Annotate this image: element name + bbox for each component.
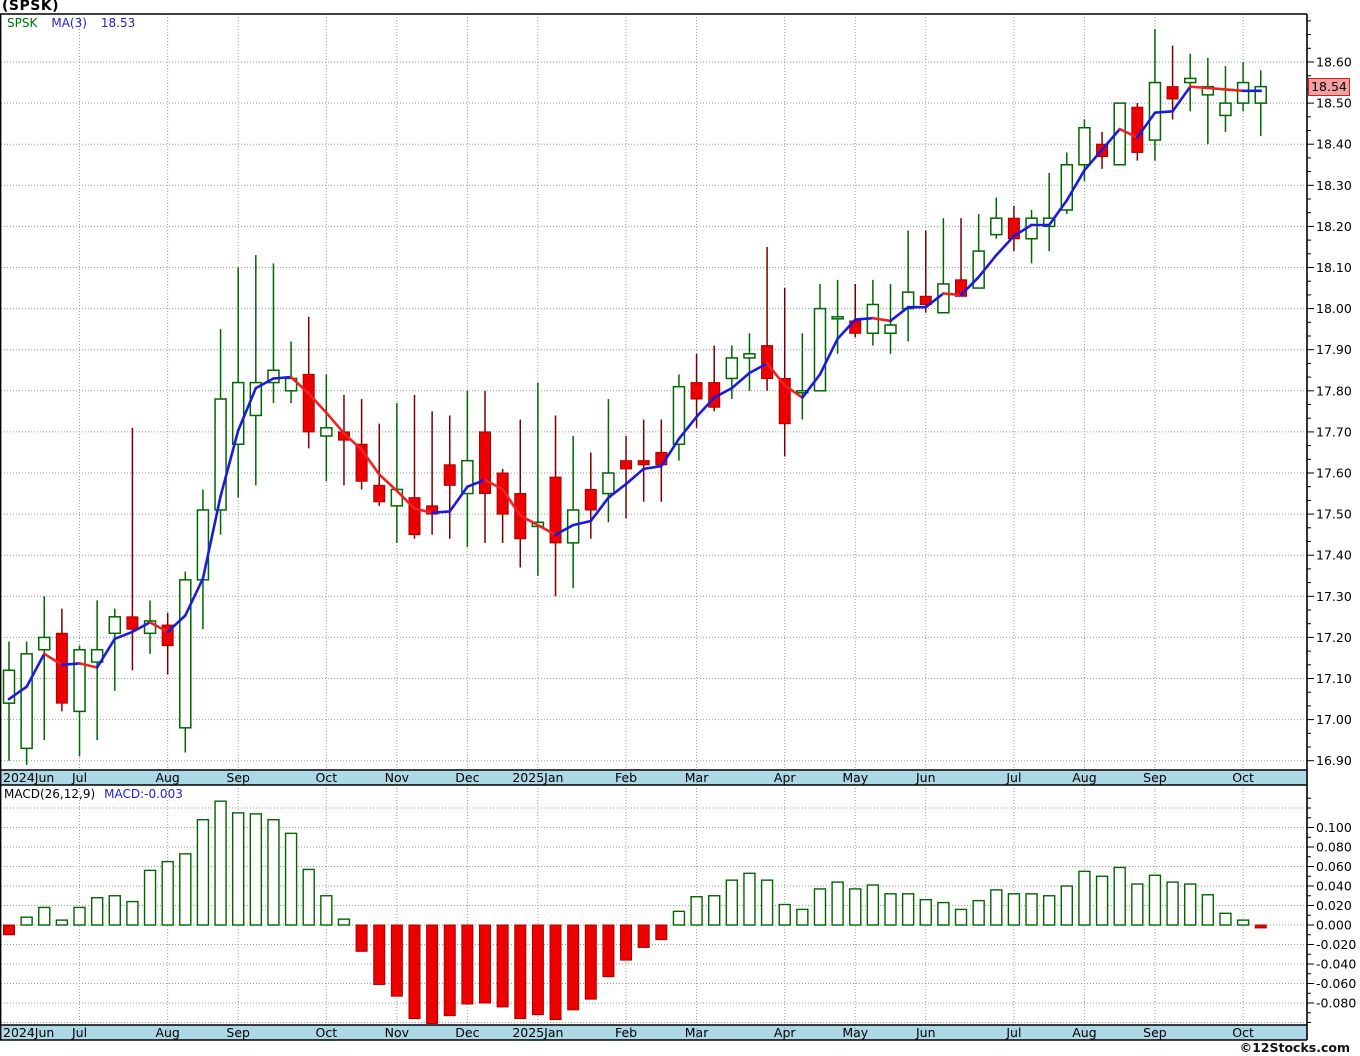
month-axis-labels: 2024Jun 2024Jun Jul Jul Aug Aug Sep Sep Oct Oct No… <box>3 770 1254 1040</box>
svg-text:Feb: Feb <box>615 770 637 785</box>
svg-text:Jul: Jul <box>71 1025 87 1040</box>
svg-text:Jun: Jun <box>915 1025 936 1040</box>
svg-text:0.020: 0.020 <box>1316 898 1352 913</box>
svg-text:18.50: 18.50 <box>1316 96 1352 111</box>
macd-histogram <box>3 800 1267 1024</box>
svg-text:0.000: 0.000 <box>1316 918 1352 933</box>
svg-text:Oct: Oct <box>1232 1025 1254 1040</box>
svg-text:0.060: 0.060 <box>1316 859 1352 874</box>
svg-text:Oct: Oct <box>316 1025 338 1040</box>
svg-text:17.70: 17.70 <box>1316 424 1352 439</box>
svg-text:Oct: Oct <box>316 770 338 785</box>
svg-text:2024Jun: 2024Jun <box>3 770 54 785</box>
watermark: ©12Stocks.com <box>1239 1040 1350 1055</box>
svg-text:2024Jun: 2024Jun <box>3 1025 54 1040</box>
svg-text:Jul: Jul <box>1005 1025 1021 1040</box>
svg-text:17.60: 17.60 <box>1316 466 1352 481</box>
svg-text:Aug: Aug <box>155 770 179 785</box>
svg-text:Mar: Mar <box>685 1025 709 1040</box>
macd-axis: 0.100 0.080 0.060 0.040 0.020 0.000 -0.020 -0.0… <box>1307 797 1356 1023</box>
svg-text:May: May <box>842 1025 868 1040</box>
svg-text:Jul: Jul <box>71 770 87 785</box>
svg-text:18.40: 18.40 <box>1316 137 1352 152</box>
svg-text:Dec: Dec <box>455 770 479 785</box>
svg-text:17.50: 17.50 <box>1316 507 1352 522</box>
svg-text:17.40: 17.40 <box>1316 548 1352 563</box>
svg-text:Aug: Aug <box>1072 1025 1096 1040</box>
svg-text:Sep: Sep <box>226 1025 250 1040</box>
svg-text:Jul: Jul <box>1005 770 1021 785</box>
svg-text:Sep: Sep <box>1143 1025 1167 1040</box>
macd-value-label: MACD:-0.003 <box>104 787 183 801</box>
svg-text:18.20: 18.20 <box>1316 219 1352 234</box>
svg-text:Apr: Apr <box>774 770 796 785</box>
svg-text:Sep: Sep <box>226 770 250 785</box>
svg-text:Oct: Oct <box>1232 770 1254 785</box>
macd-params-label: MACD(26,12,9) <box>4 787 96 801</box>
svg-text:Dec: Dec <box>455 1025 479 1040</box>
price-axis: 18.60 18.50 18.40 18.30 18.20 18.10 18.00 17.90… <box>1307 20 1352 768</box>
legend-symbol: SPSK <box>7 16 38 30</box>
price-chart-legend: SPSK MA(3) 18.53 <box>7 16 135 30</box>
candles-layer <box>2 29 1267 765</box>
svg-text:2025Jan: 2025Jan <box>512 1025 563 1040</box>
pane-frame <box>0 13 1308 1041</box>
macd-legend: MACD(26,12,9) MACD:-0.003 <box>4 787 183 801</box>
svg-text:Apr: Apr <box>774 1025 796 1040</box>
svg-text:0.100: 0.100 <box>1316 820 1352 835</box>
last-price-flag: 18.54 <box>1308 77 1350 96</box>
svg-text:17.20: 17.20 <box>1316 630 1352 645</box>
svg-text:May: May <box>842 770 868 785</box>
svg-text:0.040: 0.040 <box>1316 879 1352 894</box>
svg-text:16.90: 16.90 <box>1316 753 1352 768</box>
legend-ma-label: MA(3) <box>51 16 87 30</box>
svg-text:Aug: Aug <box>1072 770 1096 785</box>
ma-line <box>7 85 1263 701</box>
svg-text:Aug: Aug <box>155 1025 179 1040</box>
legend-ma-value: 18.53 <box>100 16 136 30</box>
svg-text:17.10: 17.10 <box>1316 671 1352 686</box>
svg-text:18.00: 18.00 <box>1316 301 1352 316</box>
svg-text:-0.060: -0.060 <box>1316 976 1356 991</box>
svg-text:18.60: 18.60 <box>1316 55 1352 70</box>
svg-text:Jun: Jun <box>915 770 936 785</box>
svg-text:-0.040: -0.040 <box>1316 957 1356 972</box>
svg-text:Nov: Nov <box>385 770 410 785</box>
svg-text:Nov: Nov <box>385 1025 410 1040</box>
svg-text:-0.080: -0.080 <box>1316 996 1356 1011</box>
svg-text:17.30: 17.30 <box>1316 589 1352 604</box>
svg-text:17.00: 17.00 <box>1316 712 1352 727</box>
svg-text:0.080: 0.080 <box>1316 840 1352 855</box>
svg-text:2025Jan: 2025Jan <box>512 770 563 785</box>
svg-text:Sep: Sep <box>1143 770 1167 785</box>
svg-text:Mar: Mar <box>685 770 709 785</box>
svg-text:17.90: 17.90 <box>1316 342 1352 357</box>
svg-text:17.80: 17.80 <box>1316 383 1352 398</box>
svg-text:18.10: 18.10 <box>1316 260 1352 275</box>
page-title: (SPSK) <box>2 0 60 14</box>
svg-text:-0.020: -0.020 <box>1316 937 1356 952</box>
svg-text:18.30: 18.30 <box>1316 178 1352 193</box>
svg-text:Feb: Feb <box>615 1025 637 1040</box>
